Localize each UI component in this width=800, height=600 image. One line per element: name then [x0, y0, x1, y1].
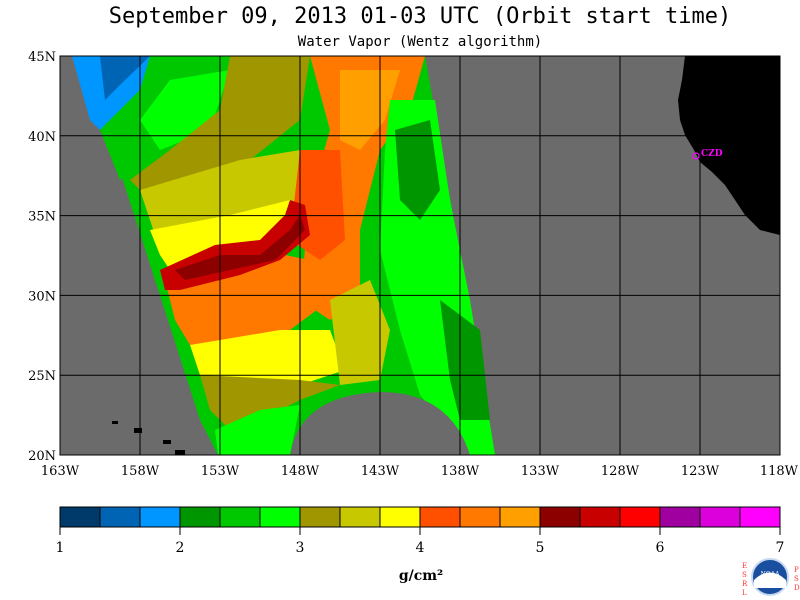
map-title: September 09, 2013 01-03 UTC (Orbit star…: [108, 4, 732, 29]
swath-band-yellow-green-east: [330, 280, 390, 385]
swath-band-blue: [72, 56, 165, 130]
colorbar-swatch: [139, 506, 181, 528]
longitude-label: 158W: [121, 464, 160, 479]
colorbar-swatch: [699, 506, 741, 528]
station-label: CZD: [701, 149, 723, 159]
colorbar-swatch: [579, 506, 621, 528]
hawaii-islands: [112, 421, 185, 455]
swath-band-yellow-south: [190, 330, 345, 385]
latitude-label: 45N: [28, 50, 56, 65]
longitude-label: 148W: [281, 464, 320, 479]
longitude-labels: 163W 158W 153W 148W 143W 138W 133W 128W 123W 118W: [41, 464, 799, 479]
colorbar-tick-label: 7: [776, 540, 785, 556]
colorbar-swatch: [539, 506, 581, 528]
colorbar-swatch: [179, 506, 221, 528]
colorbar-tick-label: 6: [656, 540, 665, 556]
north-america-land: [678, 56, 780, 235]
colorbar-tick-label: 2: [176, 540, 185, 556]
latitude-label: 30N: [28, 289, 56, 304]
colorbar-tick-labels: 1 2 3 4 5 6 7: [56, 527, 785, 556]
swath-band-olive-south: [200, 375, 340, 430]
noaa-logo-text: NOAA: [761, 571, 781, 578]
longitude-label: 138W: [441, 464, 480, 479]
latitude-label: 25N: [28, 369, 56, 384]
colorbar-tick-label: 1: [56, 540, 65, 556]
colorbar-tick-label: 3: [296, 540, 305, 556]
longitude-label: 133W: [521, 464, 560, 479]
swath-band-orange-inner: [340, 70, 400, 150]
colorbar-swatch: [419, 506, 461, 528]
latitude-label: 35N: [28, 210, 56, 225]
latitude-label: 40N: [28, 130, 56, 145]
colorbar-unit: g/cm²: [399, 568, 443, 584]
colorbar-swatch: [99, 506, 141, 528]
latitude-label: 20N: [28, 449, 56, 464]
colorbar-swatch: [259, 506, 301, 528]
swath-band-darkgreen-east: [395, 120, 440, 220]
longitude-label: 163W: [41, 464, 80, 479]
map-subtitle: Water Vapor (Wentz algorithm): [297, 34, 543, 50]
colorbar-swatch: [339, 506, 381, 528]
colorbar: [59, 506, 781, 528]
map-frame: [59, 55, 781, 456]
colorbar-tick-label: 5: [536, 540, 545, 556]
satellite-swath: [72, 56, 495, 455]
swath-band-green-south: [215, 405, 300, 455]
longitude-label: 123W: [681, 464, 720, 479]
colorbar-swatch: [219, 506, 261, 528]
colorbar-swatch: [459, 506, 501, 528]
colorbar-swatch: [299, 506, 341, 528]
swath-band-darkblue: [100, 56, 150, 100]
longitude-label: 128W: [601, 464, 640, 479]
longitude-label: 153W: [201, 464, 240, 479]
station-dot-icon: [692, 152, 700, 160]
graticule: [60, 56, 780, 455]
station-marker: CZD: [692, 149, 723, 160]
latitude-labels: 45N 40N 35N 30N 25N 20N: [28, 50, 56, 464]
swath-band-darkred-core: [175, 215, 305, 280]
longitude-label: 143W: [361, 464, 400, 479]
swath-band-darkgreen-se: [440, 300, 490, 420]
colorbar-tick-label: 4: [416, 540, 425, 556]
colorbar-swatch: [59, 506, 101, 528]
colorbar-swatch: [659, 506, 701, 528]
colorbar-swatch: [499, 506, 541, 528]
longitude-label: 118W: [760, 464, 799, 479]
colorbar-swatch: [379, 506, 421, 528]
colorbar-swatch: [739, 506, 781, 528]
colorbar-swatch: [619, 506, 661, 528]
